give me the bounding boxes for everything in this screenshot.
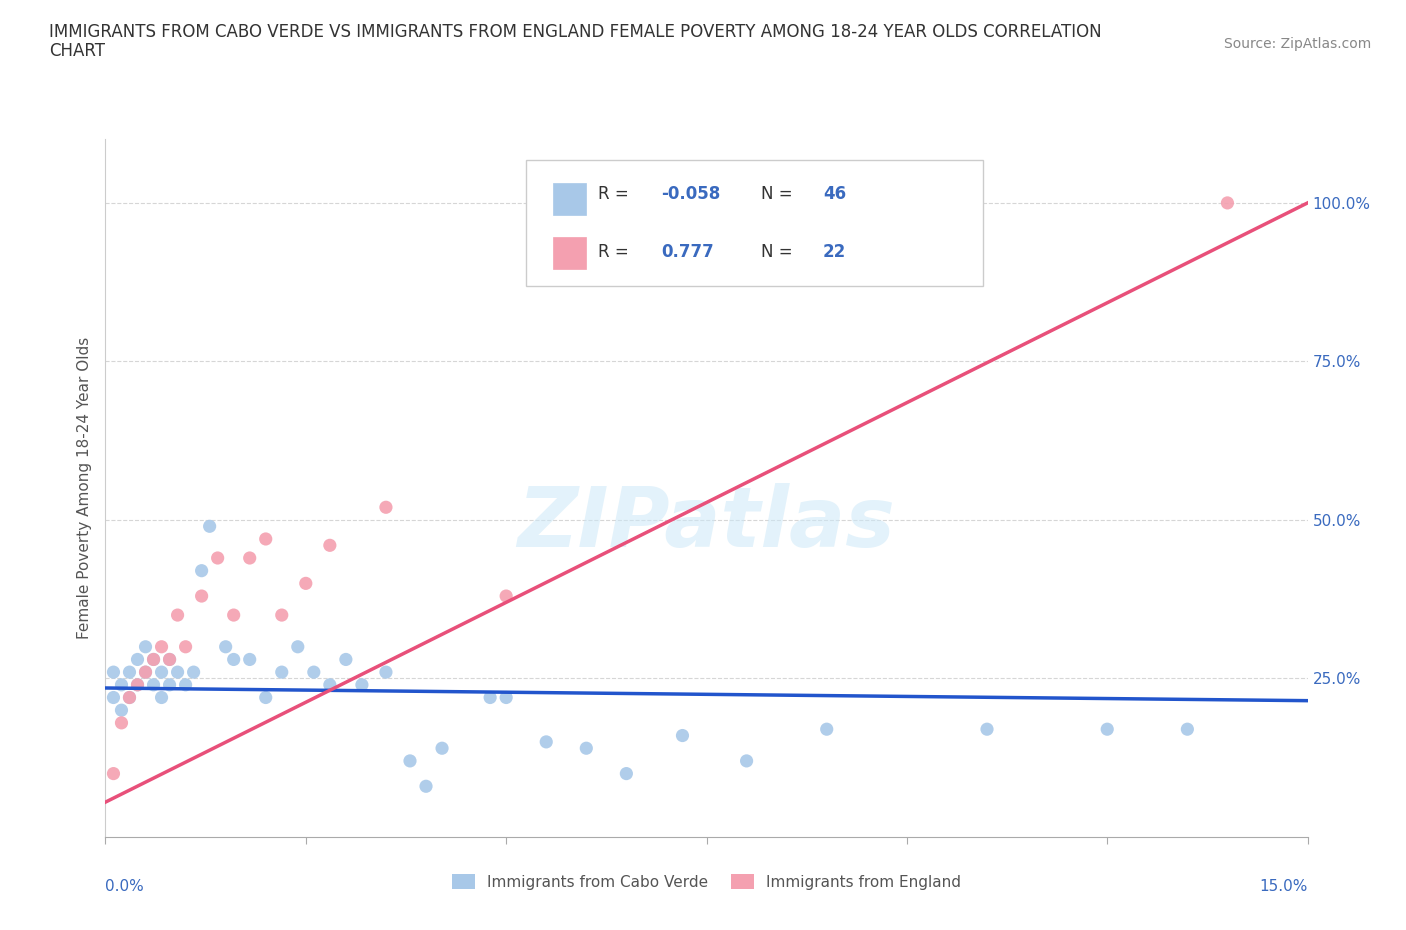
Point — [374, 665, 398, 680]
Text: -0.058: -0.058 — [661, 185, 720, 203]
Point — [198, 519, 221, 534]
Point — [142, 677, 165, 692]
Text: 0.0%: 0.0% — [105, 879, 145, 894]
Text: R =: R = — [599, 244, 634, 261]
Point — [415, 778, 437, 793]
Point — [222, 652, 245, 667]
Point — [110, 677, 132, 692]
Point — [190, 564, 212, 578]
Point — [319, 538, 342, 552]
Point — [495, 690, 517, 705]
Point — [166, 665, 188, 680]
Point — [430, 741, 453, 756]
Point — [127, 677, 149, 692]
Point — [335, 652, 357, 667]
Text: ZIPatlas: ZIPatlas — [517, 483, 896, 564]
Legend: Immigrants from Cabo Verde, Immigrants from England: Immigrants from Cabo Verde, Immigrants f… — [446, 868, 967, 896]
Text: 22: 22 — [823, 244, 846, 261]
Point — [222, 607, 245, 622]
Point — [103, 766, 125, 781]
Point — [142, 652, 165, 667]
Text: N =: N = — [761, 244, 797, 261]
Point — [399, 753, 422, 768]
Point — [254, 690, 277, 705]
Point — [159, 677, 181, 692]
Point — [1177, 722, 1199, 737]
Point — [374, 499, 398, 514]
Point — [575, 741, 598, 756]
Text: CHART: CHART — [49, 42, 105, 60]
FancyBboxPatch shape — [526, 161, 983, 286]
Bar — [553, 183, 586, 215]
Point — [207, 551, 229, 565]
Point — [295, 576, 318, 591]
Text: IMMIGRANTS FROM CABO VERDE VS IMMIGRANTS FROM ENGLAND FEMALE POVERTY AMONG 18-24: IMMIGRANTS FROM CABO VERDE VS IMMIGRANTS… — [49, 23, 1102, 41]
Point — [287, 639, 309, 654]
Point — [270, 607, 292, 622]
Point — [174, 639, 197, 654]
Point — [150, 690, 173, 705]
Y-axis label: Female Poverty Among 18-24 Year Olds: Female Poverty Among 18-24 Year Olds — [76, 338, 91, 640]
Point — [1216, 195, 1239, 210]
Point — [671, 728, 693, 743]
Point — [270, 665, 292, 680]
Text: N =: N = — [761, 185, 797, 203]
Text: R =: R = — [599, 185, 634, 203]
Point — [118, 690, 141, 705]
Point — [350, 677, 373, 692]
Point — [110, 703, 132, 718]
Point — [302, 665, 325, 680]
Point — [110, 715, 132, 730]
Point — [239, 551, 262, 565]
Point — [142, 652, 165, 667]
Point — [135, 665, 157, 680]
Point — [214, 639, 236, 654]
Point — [118, 665, 141, 680]
Point — [103, 690, 125, 705]
Point — [254, 532, 277, 547]
Text: Source: ZipAtlas.com: Source: ZipAtlas.com — [1223, 37, 1371, 51]
Point — [896, 215, 918, 230]
Point — [135, 665, 157, 680]
Point — [190, 589, 212, 604]
Point — [479, 690, 502, 705]
Point — [174, 677, 197, 692]
Text: 46: 46 — [823, 185, 846, 203]
Point — [976, 722, 998, 737]
Point — [815, 722, 838, 737]
Point — [150, 639, 173, 654]
Point — [534, 735, 557, 750]
Point — [135, 639, 157, 654]
Point — [735, 753, 758, 768]
Point — [159, 652, 181, 667]
Point — [166, 607, 188, 622]
Point — [118, 690, 141, 705]
Point — [1097, 722, 1119, 737]
Point — [127, 677, 149, 692]
Point — [319, 677, 342, 692]
Point — [183, 665, 205, 680]
Point — [159, 652, 181, 667]
Bar — [553, 237, 586, 269]
Text: 0.777: 0.777 — [661, 244, 714, 261]
Point — [495, 589, 517, 604]
Point — [150, 665, 173, 680]
Point — [103, 665, 125, 680]
Point — [616, 766, 638, 781]
Point — [239, 652, 262, 667]
Point — [127, 652, 149, 667]
Text: 15.0%: 15.0% — [1260, 879, 1308, 894]
